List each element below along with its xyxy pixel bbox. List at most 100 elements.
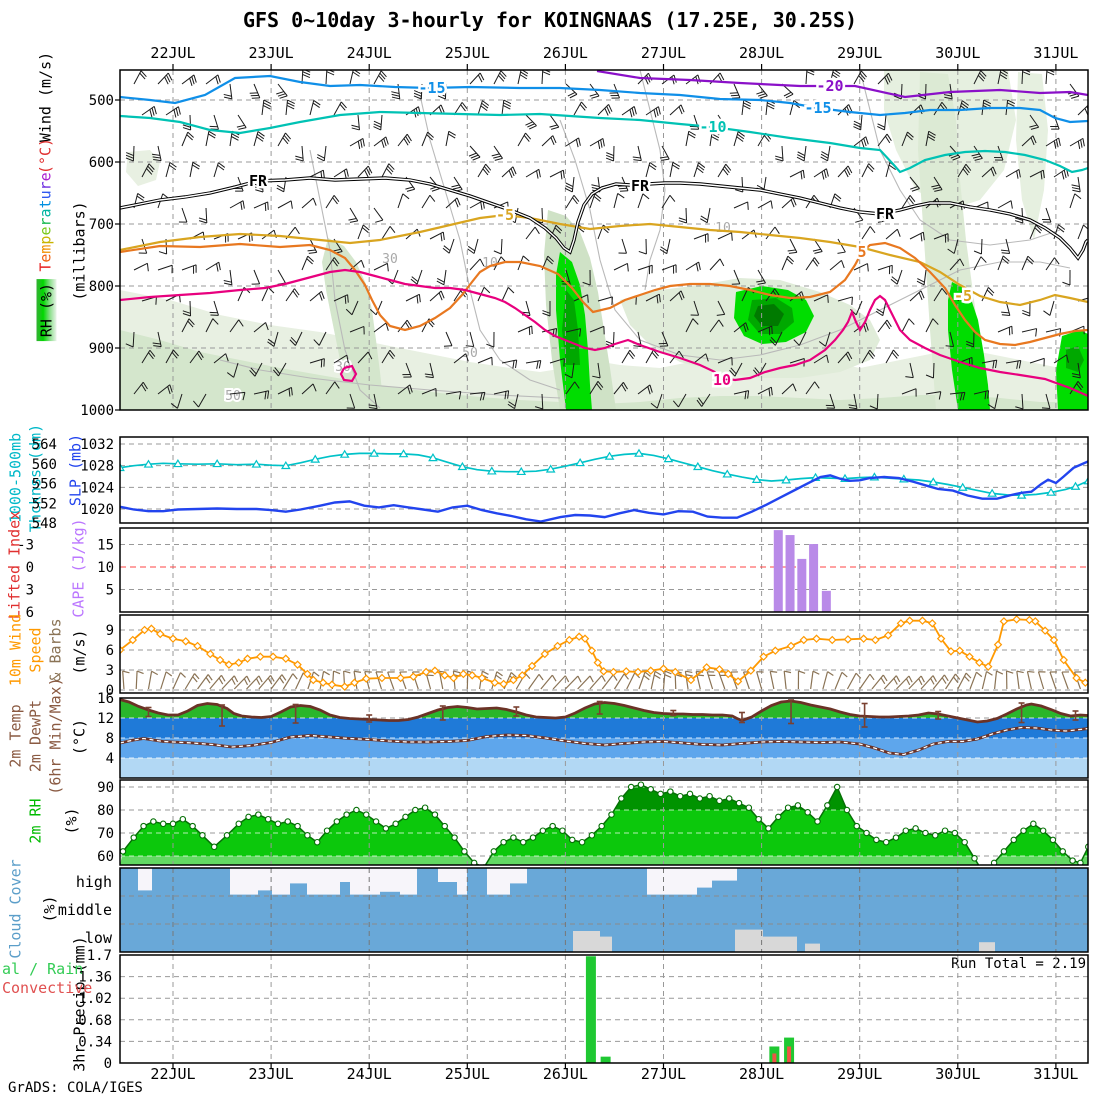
high-cloud-gap (138, 868, 152, 891)
panel-border (119, 867, 1089, 953)
contour-label: -15 (418, 79, 445, 97)
high-cloud-gap (230, 868, 258, 895)
day-label-bottom: 28JUL (739, 1065, 784, 1083)
cape-bar (785, 535, 795, 612)
day-label-top: 28JUL (739, 44, 784, 62)
contour-label: -5 (954, 287, 972, 305)
slp-line (120, 460, 1088, 523)
minmax-bar (738, 711, 745, 724)
contour-label: -15 (804, 99, 831, 117)
low-cloud-patch (979, 942, 995, 952)
contour-label: -20 (816, 77, 843, 95)
high-cloud-gap (438, 868, 457, 882)
convective-bar (787, 1046, 792, 1063)
low-cloud-patch (600, 936, 612, 952)
rh2m-panel (120, 780, 1088, 865)
tick-label: 500 (89, 93, 114, 109)
day-label-bottom: 24JUL (347, 1065, 392, 1083)
panel-border (119, 436, 1089, 524)
high-cloud-gap (380, 868, 400, 892)
tick-label: 552 (32, 496, 57, 512)
high-cloud-gap (457, 868, 467, 895)
minmax-bar (1018, 702, 1025, 724)
day-label-top: 22JUL (150, 44, 195, 62)
tick-label: 564 (32, 437, 57, 453)
day-label-top: 27JUL (641, 44, 686, 62)
convective-bar (772, 1053, 777, 1063)
minmax-bar (861, 702, 868, 728)
contour-label: FR (876, 205, 895, 223)
tick-label: 548 (32, 516, 57, 532)
grads-credit: GrADS: COLA/IGES (8, 1080, 143, 1096)
day-label-top: 23JUL (249, 44, 294, 62)
precip-bar (600, 1056, 611, 1063)
tick-label: 4 (106, 751, 114, 767)
minmax-bar (788, 699, 795, 725)
high-cloud-gap (647, 868, 697, 895)
tick-label: 6 (26, 605, 34, 621)
contour-label: -5 (496, 206, 514, 224)
day-label-bottom: 31JUL (1033, 1065, 1078, 1083)
tick-label: 8 (106, 731, 114, 747)
cloud-panel (120, 868, 1088, 952)
tick-label: 1.36 (78, 970, 112, 986)
tick-label: 1024 (80, 480, 114, 496)
day-label-bottom: 23JUL (249, 1065, 294, 1083)
day-label-bottom: 29JUL (837, 1065, 882, 1083)
cape-bar (773, 530, 783, 612)
total-rain-label: al / Rain (2, 960, 84, 978)
low-cloud-patch (573, 931, 600, 952)
minmax-bar (670, 709, 677, 717)
tick-label: 0 (26, 560, 34, 576)
low-cloud-patch (735, 929, 763, 952)
tick-label: 700 (89, 217, 114, 233)
cloud-row-label: low (85, 929, 113, 947)
upper-wind-barbs (125, 70, 1088, 410)
day-label-top: 30JUL (935, 44, 980, 62)
day-label-top: 29JUL (837, 44, 882, 62)
day-label-top: 31JUL (1033, 44, 1078, 62)
high-cloud-gap (258, 868, 272, 891)
cape-bar (797, 558, 807, 612)
day-label-bottom: 26JUL (543, 1065, 588, 1083)
day-label-bottom: 27JUL (641, 1065, 686, 1083)
tick-label: 10 (97, 560, 114, 576)
minmax-bar (145, 706, 152, 718)
contour-label: -10 (699, 118, 726, 136)
precip-bar (585, 956, 596, 1063)
panel-border (119, 954, 1089, 1064)
temp2m-panel (120, 698, 1088, 778)
contour-label: FR (249, 172, 268, 190)
low-cloud-patch (763, 936, 797, 952)
temp2m-line (120, 698, 1088, 724)
panel-border (119, 69, 1089, 411)
high-cloud-gap (712, 868, 737, 881)
day-label-bottom: 22JUL (150, 1065, 195, 1083)
minmax-bar (1072, 710, 1079, 721)
thickness-line (120, 452, 1088, 497)
tick-label: 60 (97, 849, 114, 865)
minmax-bar (513, 706, 520, 717)
cloud-row-label: high (76, 873, 112, 891)
high-cloud-gap (350, 868, 380, 895)
contour-label: 10 (713, 371, 731, 389)
rh-contour-label: 10 (715, 221, 731, 236)
convective-label: Convective (2, 979, 93, 997)
tick-label: 0 (106, 683, 114, 699)
dewpt-line (120, 726, 1088, 756)
tick-label: 1020 (80, 502, 114, 518)
tick-label: 1000 (80, 403, 114, 419)
tick-label: 800 (89, 279, 114, 295)
low-cloud-patch (805, 943, 820, 952)
tick-label: -3 (17, 538, 34, 554)
tick-label: 1032 (80, 437, 114, 453)
page-title: GFS 0~10day 3-hourly for KOINGNAAS (17.2… (242, 8, 858, 32)
day-label-bottom: 30JUL (935, 1065, 980, 1083)
tick-label: 1.7 (87, 948, 112, 964)
rh-contour-label: 50 (462, 346, 478, 361)
high-cloud-gap (272, 868, 290, 895)
tick-label: 6 (106, 643, 114, 659)
tick-label: 1.02 (78, 991, 112, 1007)
